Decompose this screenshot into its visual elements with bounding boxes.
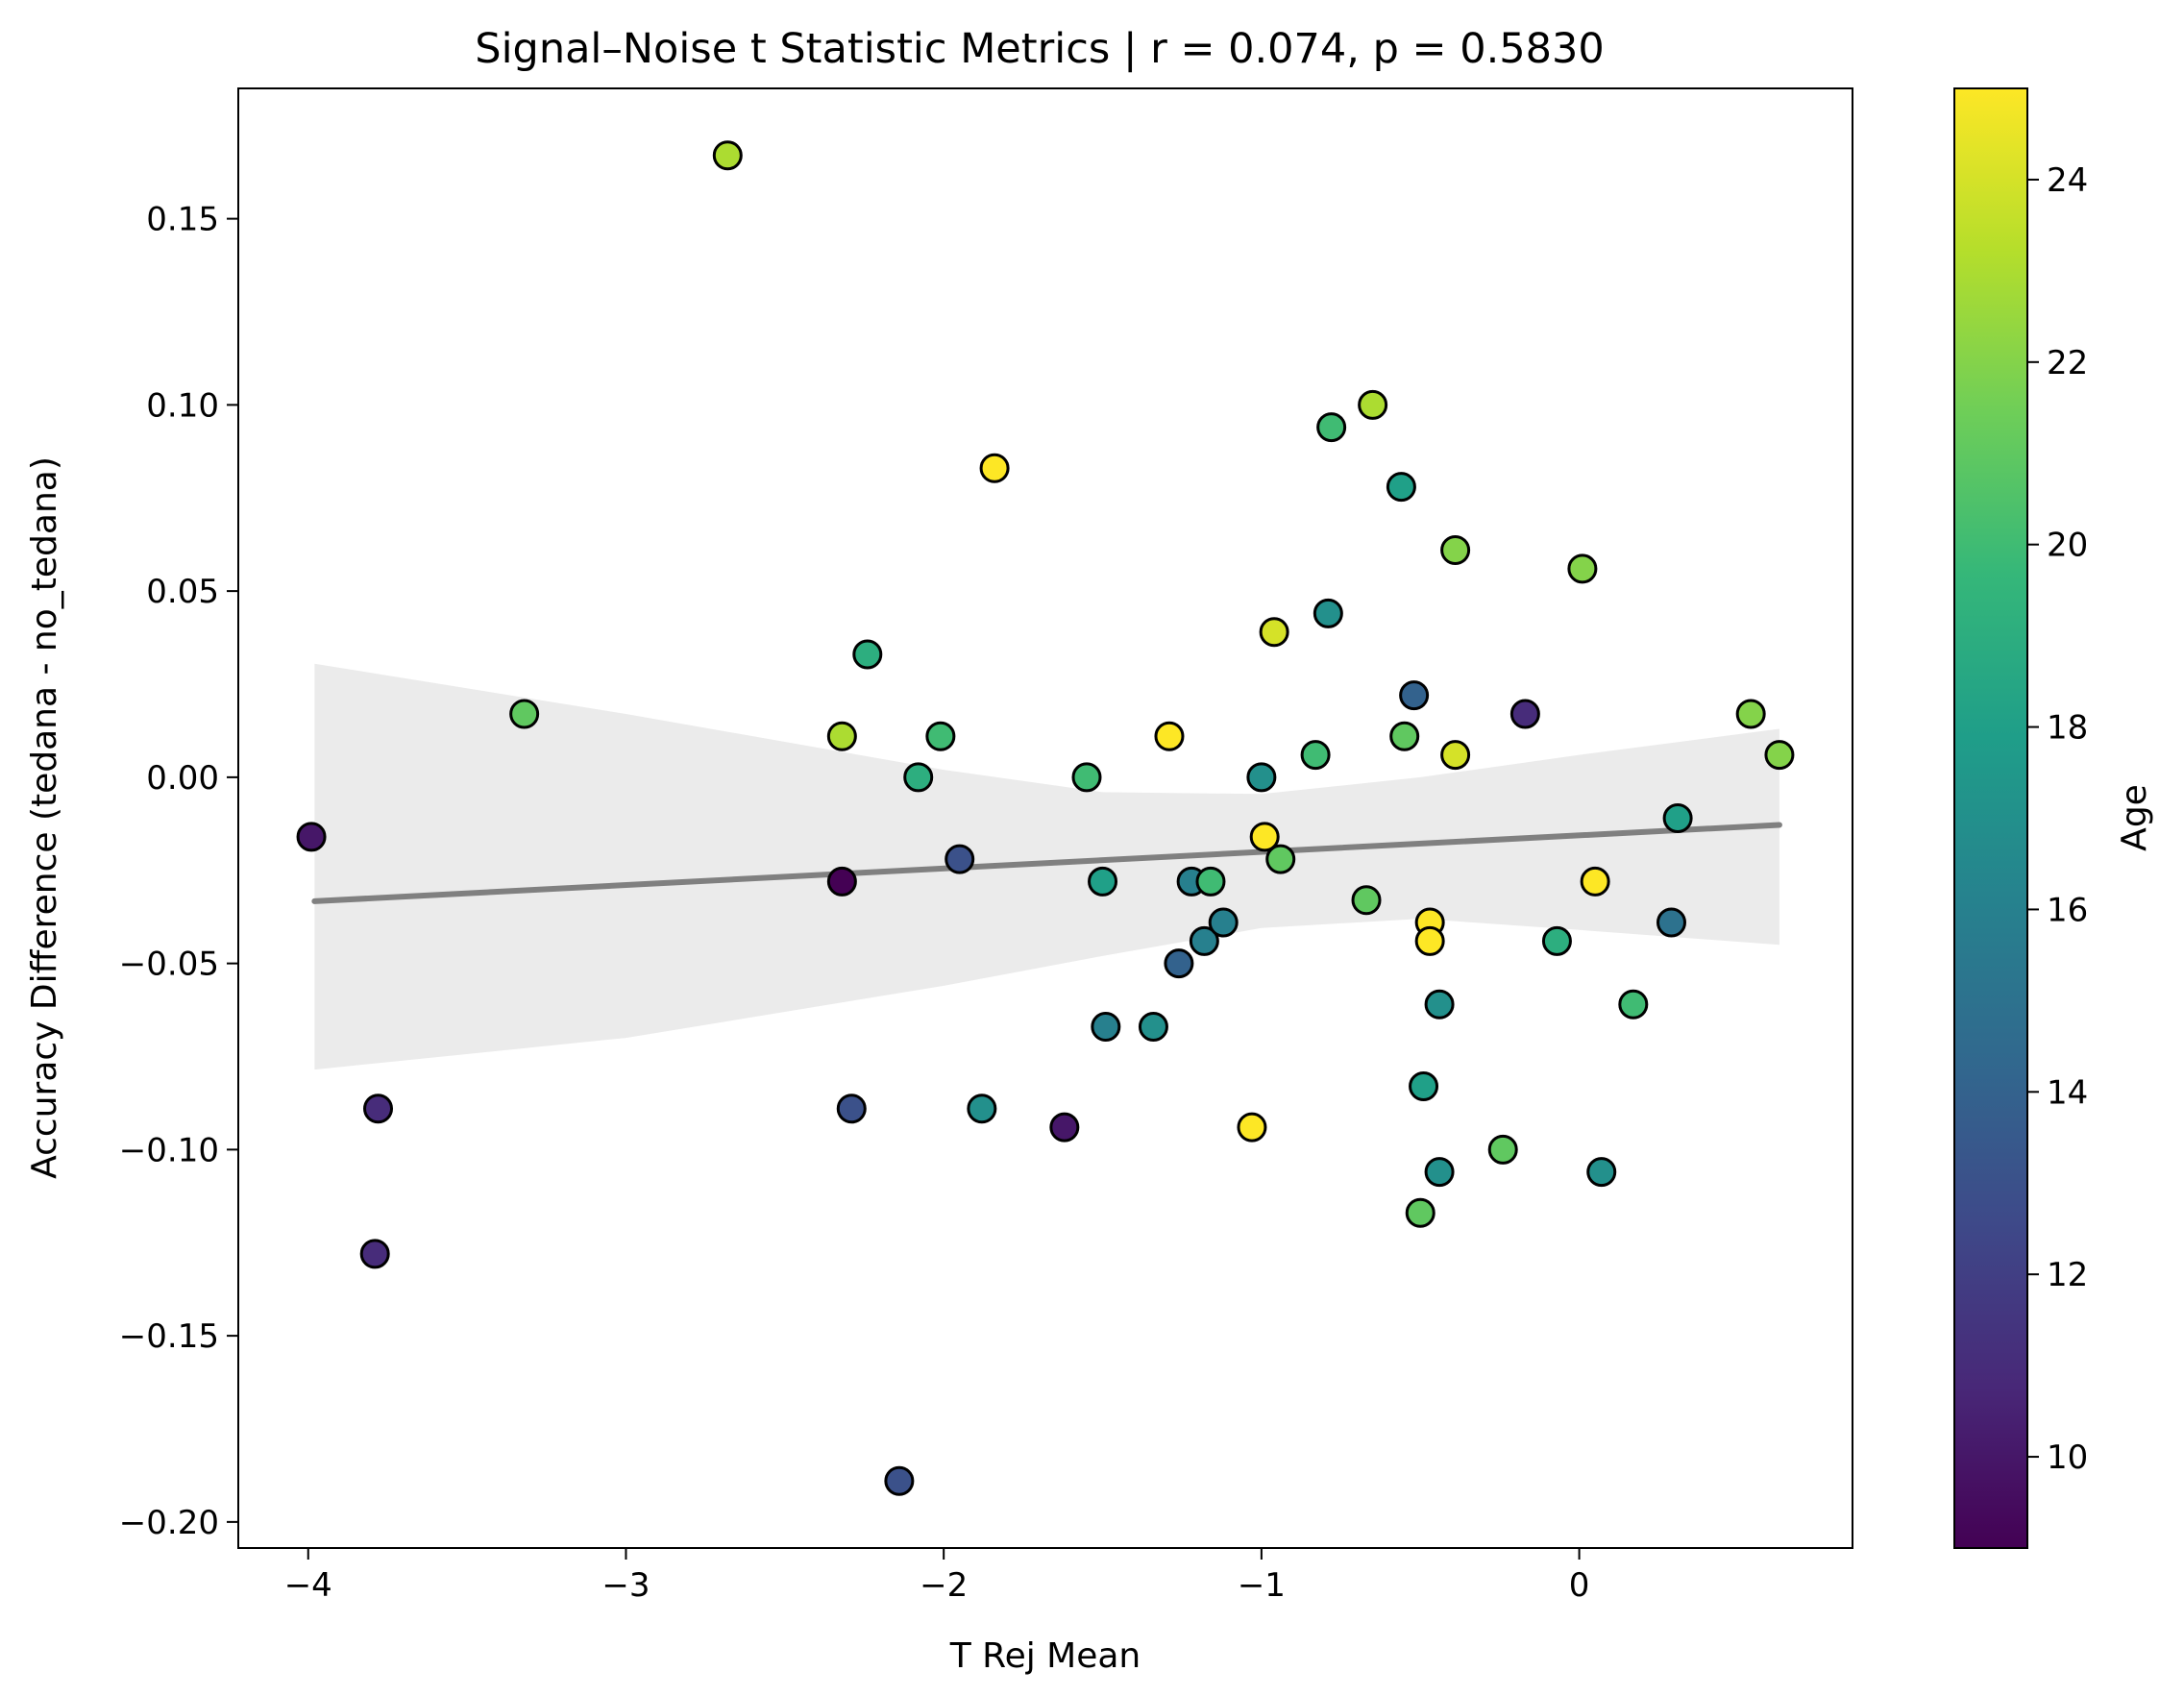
data-point (1351, 885, 1382, 916)
data-point (1300, 740, 1331, 771)
data-point (1656, 907, 1686, 938)
data-point (1316, 412, 1347, 443)
data-point (1313, 598, 1343, 628)
colorbar-tick-label: 24 (2047, 161, 2088, 200)
plot-frame (237, 87, 1853, 1549)
data-point (1249, 822, 1280, 852)
colorbar-tick-label: 10 (2047, 1438, 2088, 1477)
data-point (826, 721, 857, 751)
data-point (1541, 925, 1572, 956)
y-tick-label: −0.05 (119, 946, 219, 984)
data-point (979, 453, 1010, 483)
data-point (1580, 866, 1610, 897)
data-point (1586, 1157, 1617, 1188)
data-point (1091, 1012, 1121, 1042)
y-tick-label: 0.05 (146, 573, 219, 611)
data-point (1618, 989, 1649, 1020)
data-point (1509, 699, 1540, 729)
data-point (826, 866, 857, 897)
y-tick-label: 0.10 (146, 386, 219, 425)
x-axis: −4 −3 −2 −1 0 (284, 1548, 1590, 1605)
data-point (852, 639, 883, 670)
chart-title: Signal–Noise t Statistic Metrics | r = 0… (475, 25, 1604, 73)
data-point (1138, 1012, 1168, 1042)
data-point (1237, 1112, 1267, 1143)
data-point (1389, 721, 1420, 751)
data-point (1735, 699, 1766, 729)
regression-line (311, 822, 1782, 904)
data-point (1409, 1071, 1439, 1101)
y-tick-label: 0.15 (146, 201, 219, 239)
data-point (1399, 680, 1430, 711)
data-point (1189, 925, 1219, 956)
data-point (1164, 948, 1194, 979)
data-point (509, 699, 540, 729)
y-tick-label: 0.00 (146, 759, 219, 798)
colorbar-ticks: 10 12 14 16 18 20 22 24 (2027, 161, 2088, 1477)
plot-area (237, 87, 1853, 1549)
data-point (296, 822, 327, 852)
data-point (1424, 989, 1455, 1020)
data-point (967, 1094, 997, 1124)
data-point (1414, 925, 1445, 956)
data-point (1195, 866, 1226, 897)
data-point (945, 844, 975, 874)
y-tick-label: −0.20 (119, 1504, 219, 1542)
data-point (1405, 1197, 1436, 1228)
data-point (1208, 907, 1239, 938)
data-point (1764, 740, 1795, 771)
y-tick-label: −0.10 (119, 1131, 219, 1169)
data-point (836, 1094, 867, 1124)
y-tick-label: −0.15 (119, 1317, 219, 1356)
x-tick-label: −4 (284, 1566, 332, 1605)
data-point (1246, 762, 1277, 793)
data-point (1386, 472, 1416, 503)
colorbar-tick-label: 14 (2047, 1073, 2088, 1112)
x-axis-title: T Rej Mean (949, 1636, 1141, 1676)
data-point (363, 1094, 394, 1124)
x-tick-label: −2 (920, 1566, 968, 1605)
data-point (1154, 721, 1185, 751)
data-point (1662, 803, 1693, 833)
data-point (1049, 1112, 1080, 1143)
colorbar-tick-label: 12 (2047, 1256, 2088, 1294)
x-tick-label: −1 (1238, 1566, 1286, 1605)
data-point (903, 762, 934, 793)
data-point (1567, 553, 1598, 584)
data-point (1358, 389, 1388, 420)
data-point (712, 140, 743, 171)
data-point (1259, 617, 1289, 648)
data-point (359, 1239, 390, 1269)
colorbar-tick-label: 16 (2047, 891, 2088, 929)
data-point (1487, 1134, 1518, 1165)
data-points (296, 140, 1795, 1496)
data-point (1088, 866, 1118, 897)
colorbar-tick-label: 20 (2047, 527, 2088, 565)
colorbar-label: Age (2115, 784, 2154, 851)
data-point (1071, 762, 1102, 793)
data-point (884, 1465, 915, 1496)
y-axis-title: Accuracy Difference (tedana - no_tedana) (25, 456, 64, 1179)
colorbar-tick-label: 22 (2047, 344, 2088, 382)
x-tick-label: −3 (601, 1566, 650, 1605)
data-point (1424, 1157, 1455, 1188)
confidence-interval-band (314, 663, 1779, 1070)
data-point (1265, 844, 1296, 874)
data-point (925, 721, 956, 751)
colorbar-tick-label: 18 (2047, 709, 2088, 748)
data-point (1440, 535, 1471, 565)
x-tick-label: 0 (1569, 1566, 1590, 1605)
colorbar: 10 12 14 16 18 20 22 24 Age (1953, 87, 2154, 1549)
data-point (1440, 740, 1471, 771)
colorbar-gradient (1953, 87, 2028, 1549)
y-axis: 0.15 0.10 0.05 0.00 −0.05 −0.10 −0.15 −0.20 (119, 201, 238, 1542)
